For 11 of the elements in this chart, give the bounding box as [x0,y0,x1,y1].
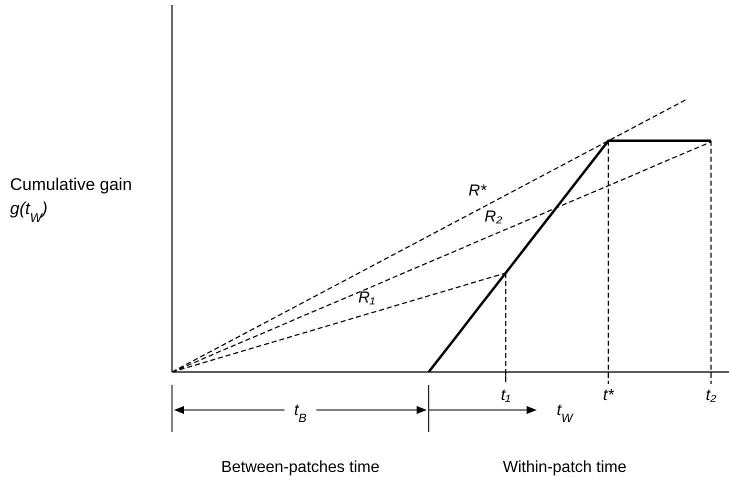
text: t$_{B}$ [294,402,307,425]
text: Within-patch time [502,459,627,476]
series-label: R₂ [484,208,502,226]
series-label: R₁ [358,290,375,307]
text: t$_{W}$ [556,402,574,425]
x-tick-label: t₁ [500,387,510,404]
series-label: R* [468,182,488,200]
x-tick-label: t₂ [706,387,716,404]
x-tick-label: t* [603,387,614,404]
text: Between-patches time [221,459,380,476]
y-axis-title: Cumulative gain g(t$_{W}$) [10,175,132,224]
